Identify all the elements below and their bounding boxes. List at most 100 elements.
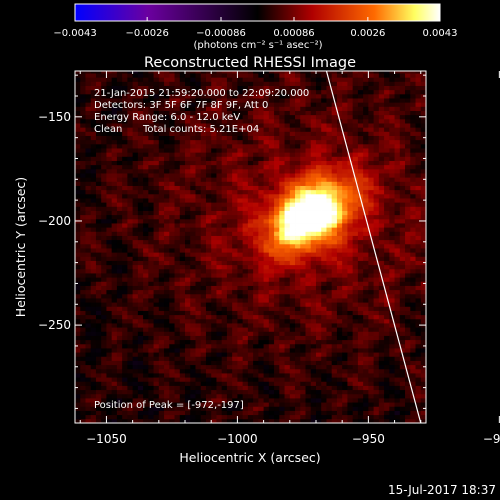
heatmap-cell <box>205 310 212 316</box>
heatmap-cell <box>373 414 380 420</box>
heatmap-cell <box>137 243 144 249</box>
heatmap-cell <box>263 148 270 153</box>
heatmap-cell <box>352 285 359 291</box>
heatmap-cell <box>357 373 364 378</box>
heatmap-cell <box>274 348 280 353</box>
heatmap-cell <box>279 106 285 111</box>
heatmap-cell <box>127 148 134 153</box>
heatmap-cell <box>247 181 254 186</box>
heatmap-cell <box>169 106 175 111</box>
heatmap-cell <box>195 227 202 232</box>
heatmap-cell <box>80 352 86 357</box>
heatmap-cell <box>200 73 207 78</box>
heatmap-cell <box>148 198 154 203</box>
heatmap-cell <box>289 314 296 320</box>
heatmap-cell <box>226 218 233 224</box>
heatmap-cell <box>132 223 139 228</box>
heatmap-cell <box>342 331 348 336</box>
heatmap-cell <box>106 273 113 278</box>
heatmap-cell <box>179 368 186 374</box>
heatmap-cell <box>363 77 369 82</box>
heatmap-cell <box>232 77 238 82</box>
heatmap-cell <box>174 314 181 320</box>
heatmap-cell <box>336 123 343 128</box>
heatmap-cell <box>164 385 170 391</box>
heatmap-cell <box>211 131 217 136</box>
heatmap-cell <box>185 71 191 74</box>
heatmap-cell <box>310 310 317 316</box>
heatmap-cell <box>153 139 160 145</box>
heatmap-cell <box>247 252 254 257</box>
heatmap-cell <box>373 323 380 328</box>
heatmap-cell <box>153 402 160 407</box>
heatmap-cell <box>279 127 285 132</box>
heatmap-cell <box>263 260 270 266</box>
heatmap-cell <box>106 152 113 157</box>
heatmap-cell <box>253 118 259 124</box>
heatmap-cell <box>85 164 92 170</box>
heatmap-cell <box>237 243 244 249</box>
heatmap-cell <box>363 256 369 261</box>
heatmap-cell <box>90 71 97 74</box>
heatmap-cell <box>289 193 296 199</box>
heatmap-cell <box>326 231 333 236</box>
heatmap-cell <box>336 102 343 107</box>
heatmap-cell <box>85 139 92 145</box>
heatmap-cell <box>352 148 359 153</box>
heatmap-cell <box>169 273 175 278</box>
heatmap-cell <box>310 181 317 186</box>
heatmap-cell <box>80 298 86 303</box>
heatmap-cell <box>174 110 181 116</box>
heatmap-cell <box>352 360 359 366</box>
heatmap-cell <box>85 418 92 423</box>
heatmap-cell <box>378 252 385 257</box>
heatmap-cell <box>295 273 301 278</box>
heatmap-cell <box>211 310 217 316</box>
heatmap-cell <box>75 306 81 311</box>
heatmap-cell <box>373 143 380 149</box>
heatmap-cell <box>127 318 134 324</box>
heatmap-cell <box>101 381 107 386</box>
heatmap-cell <box>205 93 212 99</box>
heatmap-cell <box>185 343 191 349</box>
heatmap-cell <box>221 181 228 186</box>
heatmap-cell <box>326 385 333 391</box>
heatmap-cell <box>284 123 291 128</box>
heatmap-cell <box>347 114 354 120</box>
heatmap-cell <box>289 377 296 382</box>
heatmap-cell <box>357 102 364 107</box>
heatmap-cell <box>185 293 191 299</box>
heatmap-cell <box>200 248 207 253</box>
heatmap-cell <box>315 364 322 370</box>
heatmap-cell <box>368 202 375 207</box>
heatmap-cell <box>232 131 238 136</box>
heatmap-cell <box>242 177 249 182</box>
heatmap-cell <box>226 248 233 253</box>
heatmap-cell <box>378 393 385 399</box>
heatmap-cell <box>106 289 113 295</box>
heatmap-cell <box>153 377 160 382</box>
heatmap-cell <box>279 339 285 345</box>
heatmap-cell <box>164 235 170 241</box>
heatmap-cell <box>258 248 264 253</box>
heatmap-cell <box>164 156 170 161</box>
heatmap-cell <box>127 256 134 261</box>
heatmap-cell <box>132 402 139 407</box>
heatmap-cell <box>331 164 338 170</box>
heatmap-cell <box>268 335 275 341</box>
heatmap-cell <box>148 260 154 266</box>
heatmap-cell <box>153 360 160 366</box>
heatmap-cell <box>378 323 385 328</box>
heatmap-cell <box>258 398 264 403</box>
heatmap-cell <box>158 98 165 103</box>
heatmap-cell <box>221 393 228 399</box>
heatmap-cell <box>253 131 259 136</box>
heatmap-cell <box>295 73 301 78</box>
heatmap-cell <box>373 306 380 311</box>
heatmap-cell <box>279 160 285 166</box>
heatmap-cell <box>132 214 139 220</box>
heatmap-cell <box>95 410 102 416</box>
heatmap-cell <box>169 364 175 370</box>
heatmap-cell <box>242 381 249 386</box>
heatmap-cell <box>326 285 333 291</box>
